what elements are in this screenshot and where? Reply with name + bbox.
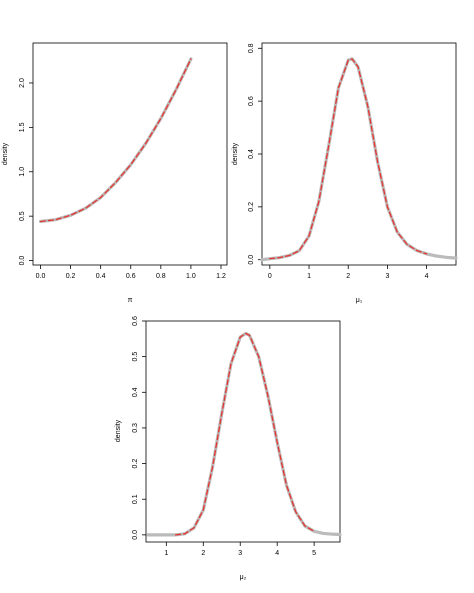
y-tick-label: 1.5 (19, 122, 26, 132)
y-axis-label: density (115, 419, 122, 442)
y-tick-label: 0.4 (132, 387, 139, 397)
y-axis-label: density (2, 142, 9, 165)
y-tick-label: 0.0 (19, 256, 26, 266)
x-tick-label: 0.6 (126, 273, 136, 280)
red-dashed-density-line (39, 58, 192, 223)
x-axis-label: π (128, 297, 133, 304)
panel-pi-density: 0.0 0.2 0.4 0.6 0.8 1.0 1.2 0.0 0.5 1.0 1.5 2.0 π d… (2, 42, 228, 304)
y-tick-label: 0.0 (248, 255, 255, 265)
x-axis-label: μ₂ (240, 574, 247, 581)
red-dashed-density-line (174, 332, 315, 536)
x-tick-label: 5 (312, 550, 316, 557)
gray-density-line (38, 57, 193, 224)
panel-mu1-density: 0 1 2 3 4 0.0 0.2 0.4 0.6 0.8 μ₁ density (232, 42, 458, 304)
x-tick-label: 0.2 (66, 273, 76, 280)
x-tick-label: 4 (425, 273, 429, 280)
gray-density-line (146, 331, 342, 537)
y-tick-label: 0.2 (248, 202, 255, 212)
y-tick-label: 0.8 (248, 43, 255, 53)
y-tick-label: 0.5 (132, 352, 139, 362)
x-tick-label: 4 (275, 550, 279, 557)
plot-frame (145, 320, 341, 543)
x-tick-label: 1.2 (216, 273, 226, 280)
x-tick-label: 1.0 (186, 273, 196, 280)
red-dashed-density-line (269, 58, 428, 260)
x-tick-label: 2 (201, 550, 205, 557)
y-axis-label: density (232, 142, 239, 165)
x-tick-label: 0.8 (156, 273, 166, 280)
y-tick-label: 0.6 (248, 96, 255, 106)
plot-frame (32, 42, 228, 266)
x-tick-label: 0.0 (36, 273, 46, 280)
x-tick-label: 0.4 (96, 273, 106, 280)
x-tick-label: 1 (164, 550, 168, 557)
x-tick-label: 2 (346, 273, 350, 280)
y-tick-label: 0.5 (19, 211, 26, 221)
panel-mu2-density: 1 2 3 4 5 0.0 0.1 0.2 0.3 0.4 0.5 0.6 μ₂ density (115, 316, 342, 581)
y-tick-label: 0.3 (132, 423, 139, 433)
y-tick-label: 0.6 (132, 316, 139, 326)
y-tick-label: 0.2 (132, 459, 139, 469)
y-tick-label: 0.4 (248, 149, 255, 159)
x-tick-label: 1 (307, 273, 311, 280)
x-tick-label: 0 (268, 273, 272, 280)
y-tick-label: 0.1 (132, 494, 139, 504)
x-axis-label: μ₁ (356, 297, 363, 304)
y-tick-label: 1.0 (19, 167, 26, 177)
gray-density-line (260, 57, 458, 262)
x-tick-label: 3 (238, 550, 242, 557)
y-tick-label: 2.0 (19, 78, 26, 88)
y-tick-label: 0.0 (132, 530, 139, 540)
x-tick-label: 3 (385, 273, 389, 280)
